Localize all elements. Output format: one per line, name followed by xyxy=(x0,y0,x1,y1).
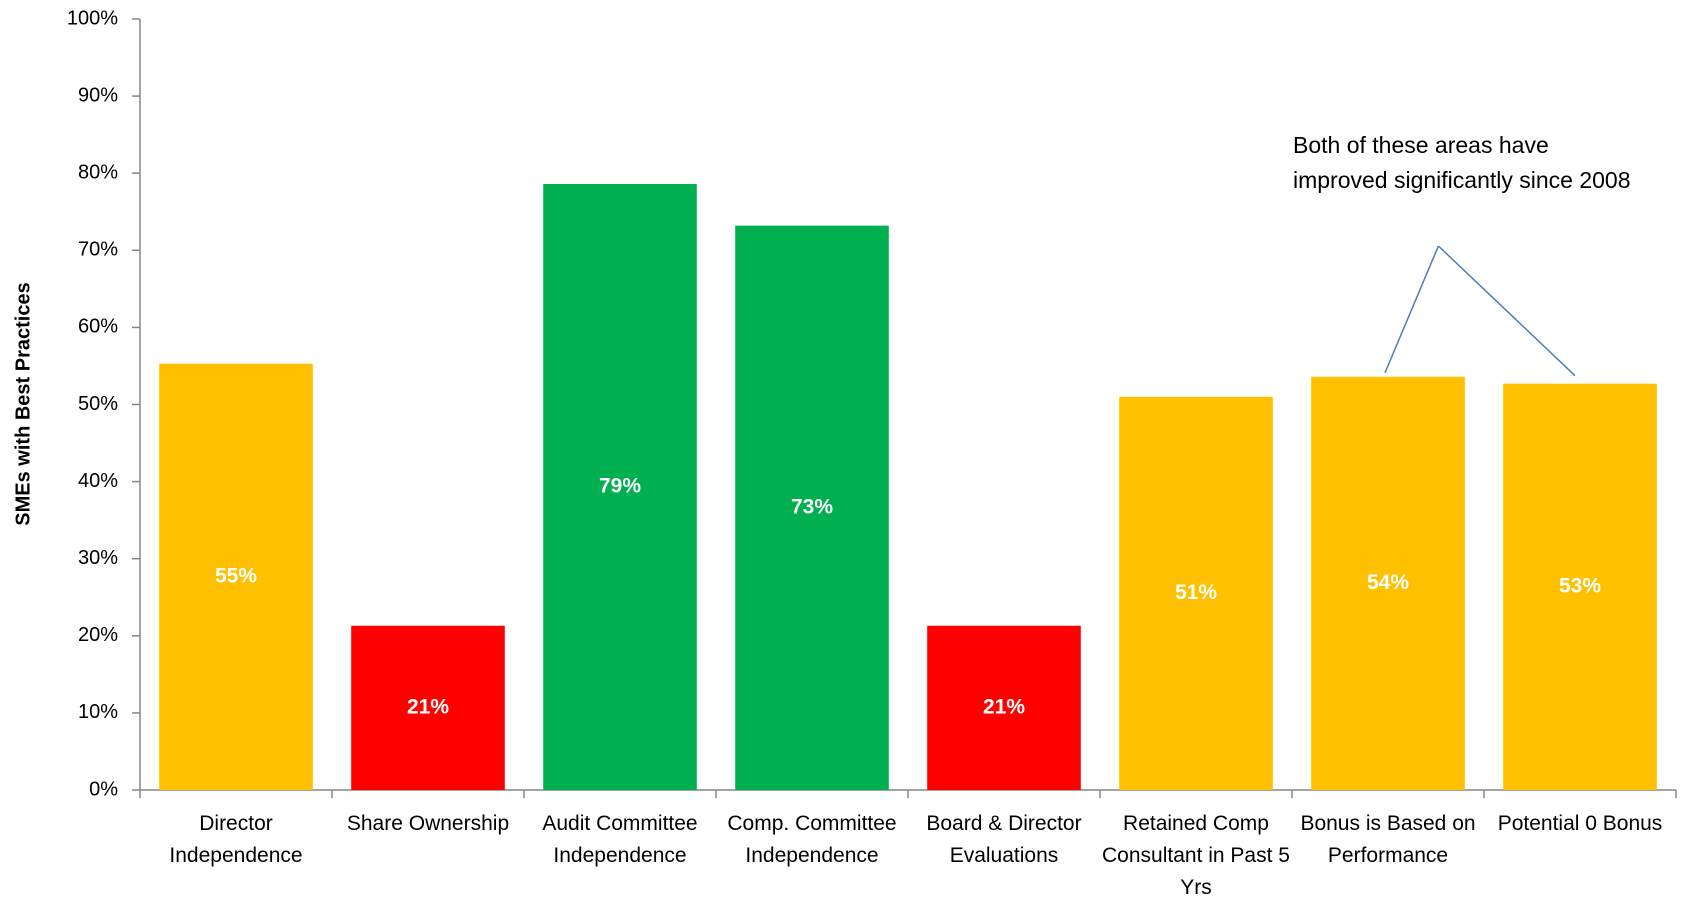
x-tick-label: Retained Comp Consultant in Past 5 Yrs xyxy=(1102,812,1290,899)
y-tick-label: 70% xyxy=(78,239,118,261)
y-tick-label: 90% xyxy=(78,84,118,106)
x-tick-label: Share Ownership xyxy=(346,812,510,835)
bar xyxy=(543,183,697,790)
data-label: 73% xyxy=(791,495,833,518)
annotation-pointer xyxy=(1437,245,1576,377)
bar xyxy=(351,625,505,790)
annotation: Both of these areas have improved signif… xyxy=(1293,132,1631,193)
y-tick-label: 80% xyxy=(78,161,118,183)
y-tick-label: 0% xyxy=(89,778,118,800)
bar xyxy=(927,625,1081,790)
data-label: 51% xyxy=(1175,581,1217,604)
y-tick-label: 30% xyxy=(78,547,118,569)
y-axis-title: SMEs with Best Practices xyxy=(12,282,34,525)
annotation-pointer xyxy=(1384,245,1440,374)
bar xyxy=(1503,383,1657,790)
x-tick-label: Director Independence xyxy=(169,812,303,867)
y-tick-label: 20% xyxy=(78,624,118,646)
bar xyxy=(1119,396,1273,790)
x-tick-label: Comp. Committee Independence xyxy=(727,812,897,867)
x-tick-label: Board & Director Evaluations xyxy=(926,812,1082,867)
y-tick-label: 100% xyxy=(67,7,118,29)
bar xyxy=(735,225,889,791)
bar xyxy=(1311,376,1465,790)
data-label: 21% xyxy=(407,695,449,718)
x-tick-label: Bonus is Based on Performance xyxy=(1300,812,1476,867)
bar xyxy=(159,363,313,790)
data-label: 54% xyxy=(1367,571,1409,594)
x-tick-label: Audit Committee Independence xyxy=(542,812,698,867)
y-tick-label: 60% xyxy=(78,316,118,338)
y-tick-label: 10% xyxy=(78,701,118,723)
data-label: 79% xyxy=(599,475,641,498)
data-label: 55% xyxy=(215,564,257,587)
data-label: 21% xyxy=(983,695,1025,718)
x-tick-label: Potential 0 Bonus xyxy=(1497,812,1663,835)
y-tick-label: 40% xyxy=(78,470,118,492)
data-label: 53% xyxy=(1559,574,1601,597)
y-tick-label: 50% xyxy=(78,393,118,415)
